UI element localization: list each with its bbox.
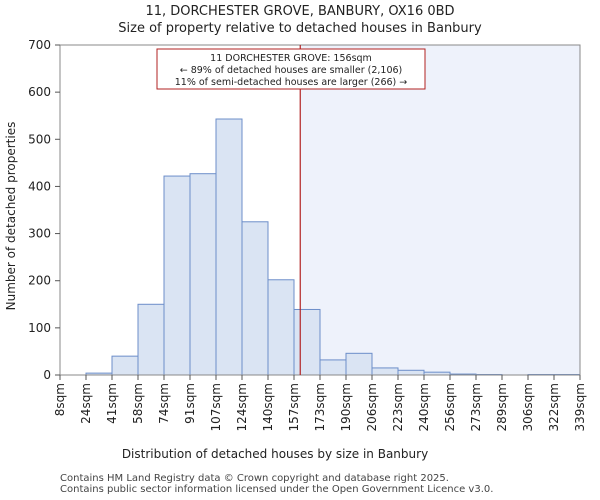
bar-140sqm [267, 279, 295, 376]
x-axis-label: Distribution of detached houses by size … [122, 447, 428, 461]
x-tick-label: 339sqm [573, 383, 587, 431]
footer-line-1: Contains HM Land Registry data © Crown c… [60, 473, 449, 484]
y-tick-label: 200 [28, 274, 51, 288]
annotation-box: 11 DORCHESTER GROVE: 156sqm ← 89% of det… [156, 48, 426, 90]
x-tick-label: 74sqm [157, 383, 171, 424]
bar-107sqm [215, 118, 243, 376]
x-tick-label: 41sqm [105, 383, 119, 424]
x-tick-label: 289sqm [495, 383, 509, 431]
bar-190sqm [345, 352, 373, 376]
bar-41sqm [111, 355, 139, 376]
x-axis-ticks: 8sqm 24sqm 41sqm 58sqm 74sqm 91sqm 107sqm 124sq… [53, 375, 587, 431]
bar-223sqm [397, 369, 425, 376]
annotation-line-3: 11% of semi-detached houses are larger (… [175, 77, 408, 88]
y-tick-label: 500 [28, 132, 51, 146]
x-tick-label: 107sqm [209, 383, 223, 431]
larger-region-shade [300, 45, 580, 375]
bar-173sqm [319, 359, 347, 376]
x-tick-label: 322sqm [547, 383, 561, 431]
x-tick-label: 58sqm [131, 383, 145, 424]
x-tick-label: 140sqm [261, 383, 275, 431]
x-tick-label: 273sqm [469, 383, 483, 431]
annotation-line-1: 11 DORCHESTER GROVE: 156sqm [210, 53, 372, 64]
x-tick-label: 157sqm [287, 383, 301, 431]
bar-91sqm [189, 173, 217, 376]
y-tick-label: 700 [28, 38, 51, 52]
y-tick-label: 300 [28, 227, 51, 241]
x-tick-label: 8sqm [53, 383, 67, 416]
bar-58sqm [137, 303, 165, 376]
footer-line-2: Contains public sector information licen… [60, 484, 494, 495]
y-tick-label: 600 [28, 85, 51, 99]
bar-124sqm [241, 221, 269, 376]
x-tick-label: 256sqm [443, 383, 457, 431]
x-tick-label: 206sqm [365, 383, 379, 431]
annotation-line-2: ← 89% of detached houses are smaller (2,… [180, 65, 403, 76]
annotation-frame [156, 48, 426, 90]
x-tick-label: 306sqm [521, 383, 535, 431]
bar-74sqm [163, 175, 191, 376]
y-tick-label: 400 [28, 179, 51, 193]
bar-206sqm [371, 367, 399, 376]
y-axis-label: Number of detached properties [4, 122, 18, 311]
bars-group [85, 118, 581, 376]
y-tick-label: 100 [28, 321, 51, 335]
x-tick-label: 190sqm [339, 383, 353, 431]
y-axis-ticks: 0 100 200 300 400 500 600 700 [28, 38, 60, 382]
x-tick-label: 173sqm [313, 383, 327, 431]
x-tick-label: 223sqm [391, 383, 405, 431]
bar-157sqm [293, 308, 321, 376]
x-tick-label: 91sqm [183, 383, 197, 424]
x-tick-label: 124sqm [235, 383, 249, 431]
chart-title: 11, DORCHESTER GROVE, BANBURY, OX16 0BD [145, 4, 454, 19]
chart-subtitle: Size of property relative to detached ho… [118, 21, 482, 36]
x-tick-label: 24sqm [79, 383, 93, 424]
x-tick-label: 240sqm [417, 383, 431, 431]
y-tick-label: 0 [43, 368, 51, 382]
